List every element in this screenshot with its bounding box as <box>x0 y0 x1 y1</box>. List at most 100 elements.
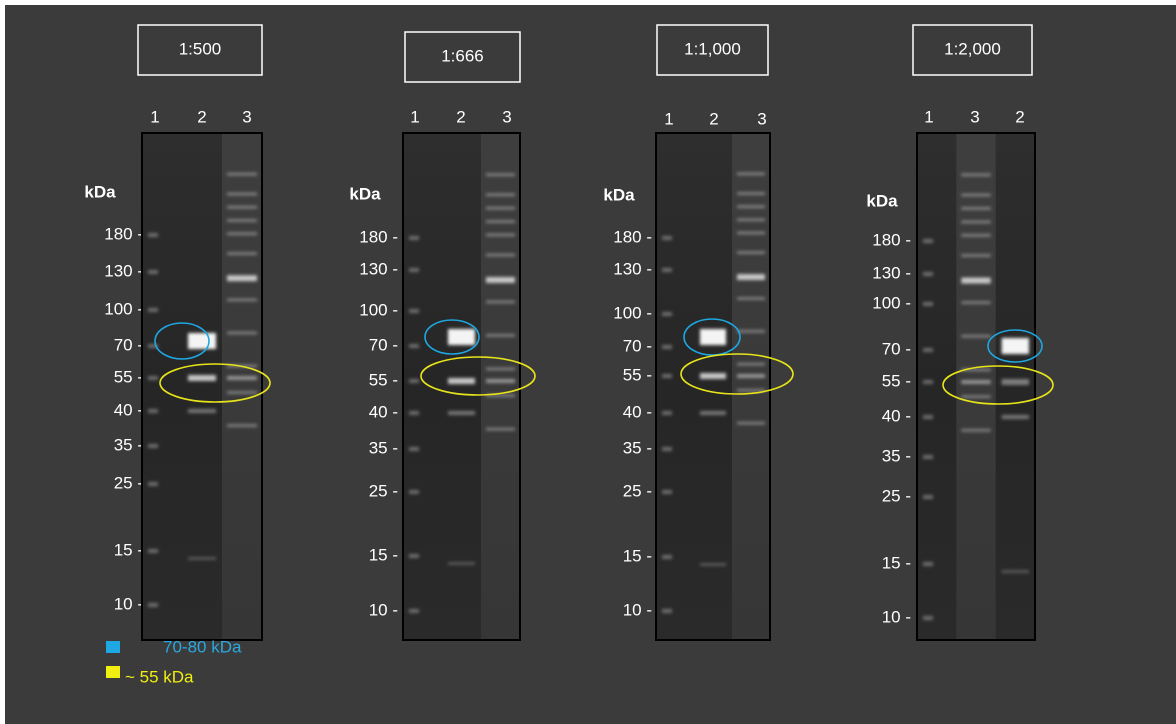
marker-label: 35 - <box>369 438 398 457</box>
ladder-band <box>409 490 419 494</box>
band <box>227 193 257 196</box>
ladder-band <box>409 236 419 240</box>
band <box>448 329 475 345</box>
band <box>961 395 990 398</box>
band <box>737 422 765 425</box>
band <box>486 173 515 176</box>
marker-label: 40 - <box>114 400 143 419</box>
ladder-band <box>148 444 158 448</box>
band <box>486 367 515 370</box>
band <box>486 207 515 210</box>
band <box>486 379 515 383</box>
ladder-band <box>148 603 158 607</box>
marker-label: 35 - <box>114 435 143 454</box>
band <box>486 220 515 223</box>
ladder-band <box>662 374 672 378</box>
ladder-band <box>923 239 933 243</box>
band <box>737 330 765 333</box>
marker-label: 130 - <box>359 259 398 278</box>
ladder-band <box>409 309 419 313</box>
marker-label: 180 - <box>872 230 911 249</box>
band <box>227 232 257 235</box>
unit-label: kDa <box>349 184 381 203</box>
lane-label: 3 <box>502 107 511 126</box>
ladder-band <box>148 549 158 553</box>
marker-label: 70 - <box>114 335 143 354</box>
band <box>486 334 515 337</box>
lane-label: 2 <box>709 109 718 128</box>
marker-label: 25 - <box>114 473 143 492</box>
band <box>486 300 515 303</box>
band <box>227 275 257 281</box>
ladder-band <box>923 562 933 566</box>
marker-label: 35 - <box>623 438 652 457</box>
band <box>961 254 990 257</box>
ladder-band <box>662 447 672 451</box>
membrane-strip <box>732 133 770 640</box>
marker-label: 70 - <box>882 339 911 358</box>
band <box>1002 338 1029 354</box>
marker-label: 40 - <box>623 402 652 421</box>
band <box>227 331 257 334</box>
band <box>737 205 765 208</box>
ladder-band <box>923 380 933 384</box>
band <box>486 193 515 196</box>
ladder-band <box>662 268 672 272</box>
ladder-band <box>923 415 933 419</box>
ladder-band <box>923 302 933 306</box>
marker-label: 10 - <box>882 607 911 626</box>
lane-label: 3 <box>242 107 251 126</box>
band <box>961 380 990 384</box>
marker-label: 100 - <box>104 299 143 318</box>
band <box>188 375 216 381</box>
band <box>737 231 765 234</box>
band <box>737 363 765 366</box>
marker-label: 55 - <box>114 367 143 386</box>
unit-label: kDa <box>603 185 635 204</box>
legend-swatch-yellow <box>106 666 120 678</box>
marker-label: 25 - <box>369 481 398 500</box>
band <box>961 207 990 210</box>
band <box>700 563 726 566</box>
marker-label: 10 - <box>114 594 143 613</box>
marker-label: 15 - <box>623 546 652 565</box>
band <box>448 378 475 384</box>
band <box>961 220 990 223</box>
ladder-band <box>409 609 419 613</box>
panel-title: 1:2,000 <box>944 39 1001 58</box>
band <box>1002 379 1029 385</box>
figure: 1:500123kDa180 -130 -100 -70 -55 -40 -35… <box>0 0 1176 724</box>
marker-label: 100 - <box>359 300 398 319</box>
band <box>1002 415 1029 419</box>
ladder-band <box>409 344 419 348</box>
panel-title: 1:1,000 <box>684 39 741 58</box>
marker-label: 180 - <box>104 224 143 243</box>
band <box>961 173 990 176</box>
band <box>737 251 765 254</box>
ladder-band <box>923 495 933 499</box>
legend-label: 70-80 kDa <box>163 637 242 656</box>
marker-label: 15 - <box>114 540 143 559</box>
marker-label: 55 - <box>882 371 911 390</box>
lane-label: 1 <box>664 109 673 128</box>
ladder-band <box>409 554 419 558</box>
marker-label: 55 - <box>623 365 652 384</box>
ladder-band <box>409 268 419 272</box>
marker-label: 180 - <box>613 227 652 246</box>
band <box>188 333 216 349</box>
marker-label: 100 - <box>872 293 911 312</box>
band <box>961 194 990 197</box>
ladder-band <box>923 616 933 620</box>
band <box>227 173 257 176</box>
ladder-band <box>148 409 158 413</box>
lane-label: 1 <box>924 107 933 126</box>
ladder-band <box>409 447 419 451</box>
unit-label: kDa <box>866 191 898 210</box>
ladder-band <box>409 411 419 415</box>
band <box>227 424 257 427</box>
ladder-band <box>148 482 158 486</box>
band <box>700 329 726 345</box>
ladder-band <box>409 379 419 383</box>
marker-label: 130 - <box>104 261 143 280</box>
ladder-band <box>923 455 933 459</box>
